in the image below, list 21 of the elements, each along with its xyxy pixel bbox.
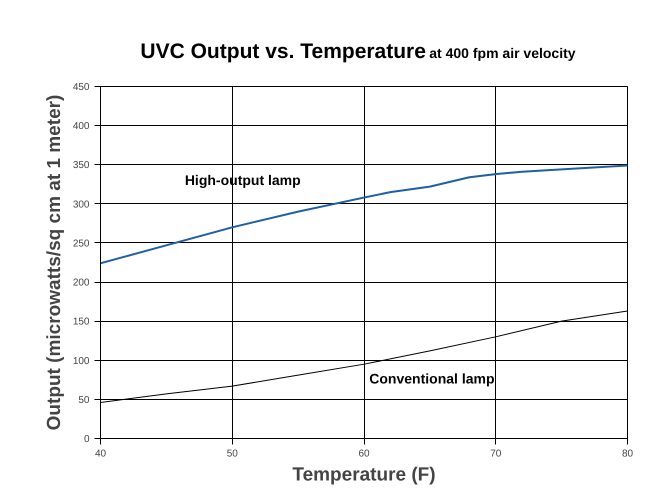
y-tick-label: 300: [72, 199, 90, 210]
y-tick-label: 50: [78, 394, 90, 406]
x-tick-label: 80: [622, 448, 634, 460]
x-tick-label: 40: [94, 448, 106, 460]
y-tick-label: 400: [72, 121, 90, 132]
series-label: Conventional lamp: [369, 370, 495, 387]
y-tick-label: 450: [72, 82, 90, 93]
y-tick-label: 250: [72, 238, 90, 250]
y-tick-label: 350: [72, 160, 90, 172]
chart-subtitle: at 400 fpm air velocity: [429, 45, 576, 61]
y-axis-title: Output (microwatts/sq cm at 1 meter): [44, 94, 65, 430]
y-tick-label: 100: [72, 356, 90, 367]
x-axis-title: Temperature (F): [292, 464, 436, 486]
x-tick-label: 70: [490, 448, 502, 460]
x-tick-label: 60: [358, 448, 370, 460]
y-tick-label: 0: [84, 434, 90, 445]
y-tick-label: 150: [72, 316, 90, 328]
x-tick-label: 50: [226, 448, 238, 460]
y-tick-label: 200: [72, 278, 90, 289]
chart-title: UVC Output vs. Temperature: [140, 40, 426, 63]
line-series: [100, 164, 628, 264]
